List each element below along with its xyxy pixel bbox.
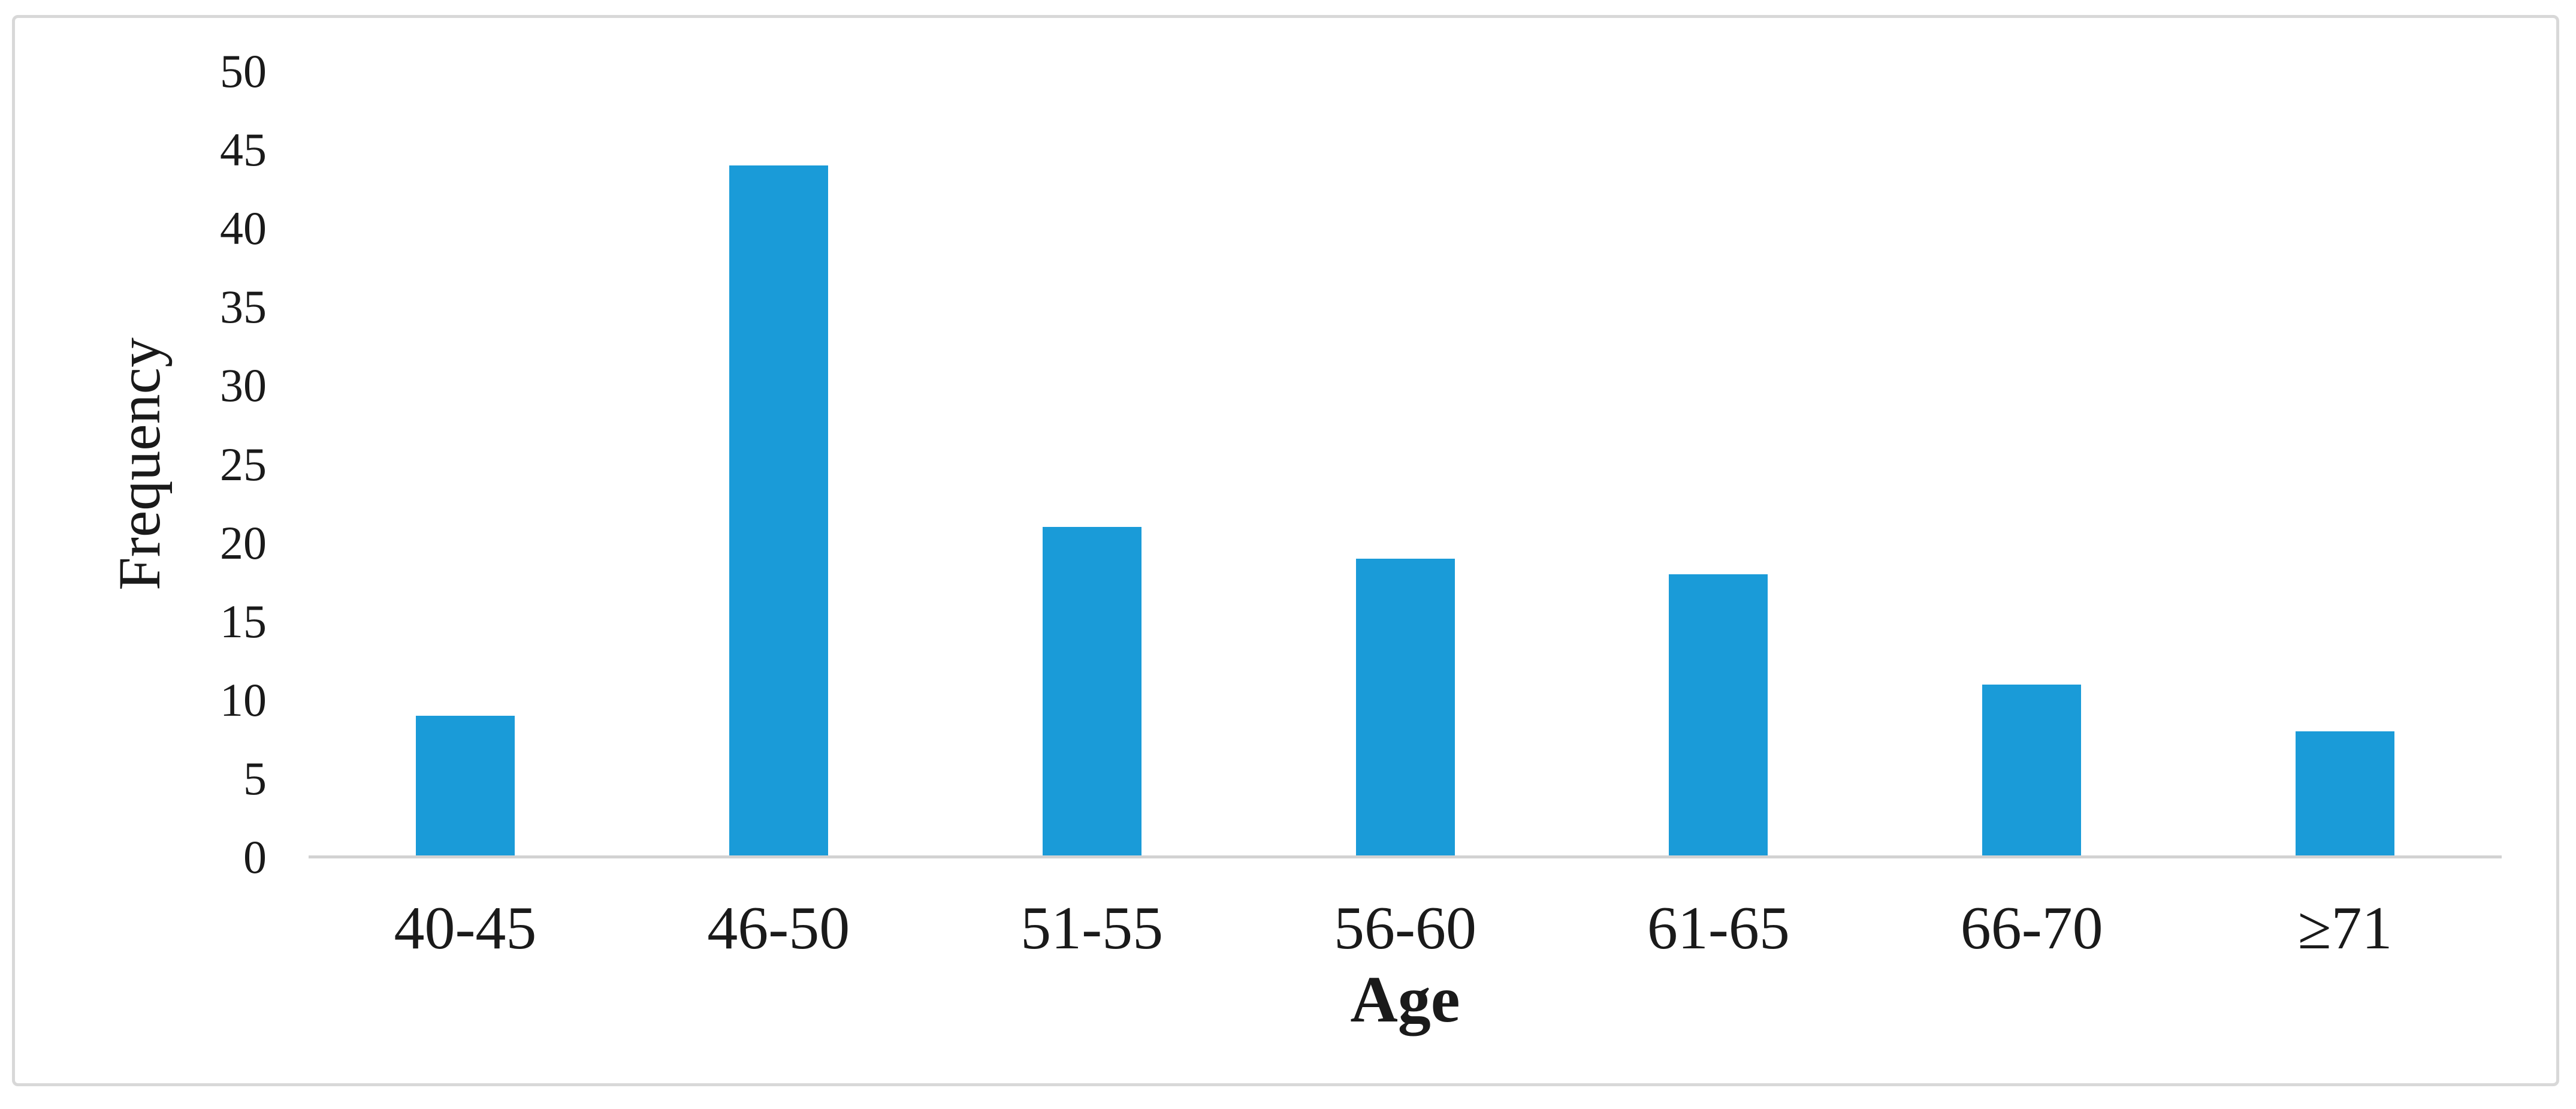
bar-56-60 <box>1355 558 1455 857</box>
y-tick-label: 5 <box>243 752 267 804</box>
y-tick-label: 40 <box>220 202 267 255</box>
x-tick-label: 66-70 <box>1960 894 2103 962</box>
chart-frame <box>12 15 2559 1086</box>
bar-66-70 <box>1982 684 2082 857</box>
y-tick-label: 15 <box>220 595 267 647</box>
y-tick-label: 25 <box>220 438 267 490</box>
x-tick-label: 61-65 <box>1647 894 1790 962</box>
y-tick-label: 0 <box>243 831 267 883</box>
x-tick-label: 56-60 <box>1334 894 1476 962</box>
x-tick-label: 40-45 <box>394 894 537 962</box>
y-axis-title: Frequency <box>106 337 173 591</box>
y-tick-label: 10 <box>220 673 267 726</box>
bar-40-45 <box>415 716 515 857</box>
bar-46-50 <box>729 165 828 857</box>
x-tick-label: 46-50 <box>707 894 850 962</box>
y-tick-label: 20 <box>220 516 267 569</box>
bar-≥71 <box>2296 731 2395 857</box>
plot-area <box>309 71 2502 857</box>
bar-51-55 <box>1042 527 1141 857</box>
x-tick-label: 51-55 <box>1020 894 1164 962</box>
x-axis-title: Age <box>1350 963 1460 1036</box>
bar-61-65 <box>1669 574 1768 857</box>
y-tick-label: 30 <box>220 359 267 412</box>
y-tick-label: 35 <box>220 281 267 333</box>
x-axis-line <box>309 855 2502 858</box>
y-tick-label: 45 <box>220 123 267 176</box>
x-tick-label: ≥71 <box>2297 894 2393 962</box>
y-tick-label: 50 <box>220 45 267 97</box>
